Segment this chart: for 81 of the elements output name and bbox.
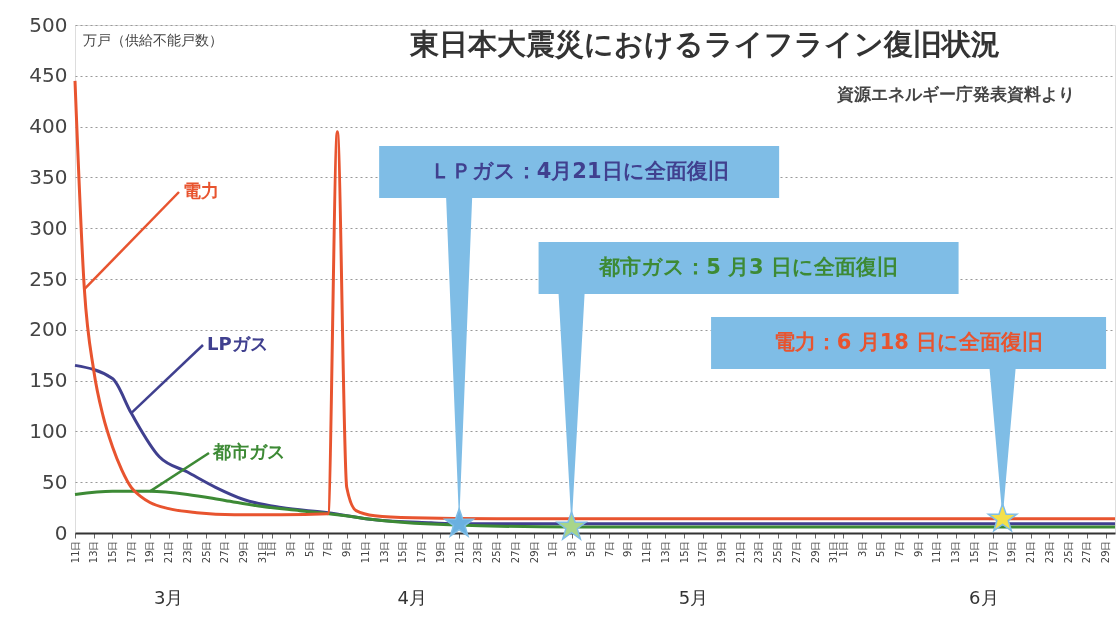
x-tick-label: 1日: [547, 540, 559, 557]
x-tick-label: 11日: [359, 540, 371, 564]
x-tick-label: 23日: [753, 540, 765, 564]
series-label: 都市ガス: [212, 441, 285, 462]
x-tick-label: 21日: [1025, 540, 1037, 564]
x-tick-label: 19日: [715, 540, 727, 564]
x-tick-label: 7日: [322, 540, 334, 557]
x-tick-label: 17日: [125, 540, 137, 564]
x-tick-label: 25日: [772, 540, 784, 564]
annotation: 資源エネルギー庁発表資料より: [836, 84, 1075, 104]
x-tick-label: 15日: [106, 540, 118, 564]
x-tick-label: 3日: [285, 540, 296, 557]
x-tick-label: 9日: [912, 540, 924, 557]
y-tick-label: 350: [29, 164, 68, 189]
text: LPガス: [207, 333, 268, 354]
annotation: 電力：6 月18 日に全面復旧: [773, 330, 1044, 354]
x2-tick-label: 6月: [969, 587, 999, 608]
x-tick-label: 7日: [603, 540, 615, 557]
x-tick-label: 17日: [416, 540, 428, 564]
x-tick-label: 13日: [659, 540, 671, 564]
x-tick-label: 25日: [1062, 540, 1074, 564]
x-tick-label: 23日: [1043, 540, 1055, 564]
x2-tick-label: 4月: [397, 587, 428, 608]
x-tick-label: 13日: [950, 540, 962, 564]
x-tick-label: 11日: [641, 540, 653, 564]
x-tick-label: 13日: [378, 540, 390, 564]
x-tick-label: 17日: [987, 540, 999, 564]
x-tick-label: 1日: [266, 540, 278, 557]
x-tick-label: 3日: [856, 540, 868, 557]
y-tick-label: 100: [29, 418, 68, 443]
text: 電力: [183, 180, 219, 201]
x-tick-label: 5日: [875, 540, 887, 557]
x-tick-label: 25日: [491, 540, 503, 564]
x-tick-label: 1日: [837, 540, 849, 557]
y-tick-label: 300: [29, 215, 68, 240]
x-tick-label: 11日: [931, 540, 943, 564]
x-tick-label: 21日: [734, 540, 746, 564]
annotation: ＬＰガス：4月21日に全面復旧: [429, 159, 729, 183]
x-tick-label: 15日: [678, 540, 690, 564]
chart-title: 東日本大震災におけるライフライン復旧状況: [409, 27, 1000, 61]
x2-tick-label: 3月: [153, 587, 184, 608]
y-tick-label: 250: [29, 266, 68, 291]
x-tick-label: 5日: [584, 540, 596, 557]
x-tick-label: 7日: [894, 540, 905, 557]
x-tick-label: 5日: [303, 540, 315, 557]
x-tick-label: 27日: [219, 540, 231, 564]
x-tick-label: 27日: [509, 540, 521, 564]
x-tick-label: 3日: [566, 540, 578, 557]
x-tick-label: 29日: [809, 540, 821, 564]
x-tick-label: 13日: [88, 540, 100, 564]
annotation: 都市ガス：5 月3 日に全面復旧: [598, 255, 899, 279]
y-tick-label: 400: [29, 114, 68, 139]
y-tick-label: 200: [29, 317, 68, 342]
x-tick-label: 31日: [256, 540, 268, 564]
x-tick-label: 23日: [181, 540, 193, 564]
x-tick-label: 29日: [528, 540, 540, 564]
x-tick-label: 25日: [200, 540, 212, 564]
x-tick-label: 23日: [472, 540, 484, 564]
x-tick-label: 19日: [434, 540, 446, 564]
x-tick-label: 29日: [238, 540, 250, 564]
x-tick-label: 19日: [144, 540, 156, 564]
x-tick-label: 27日: [790, 540, 802, 564]
y-tick-label: 0: [54, 520, 68, 545]
x-tick-label: 9日: [341, 540, 353, 557]
x-tick-label: 15日: [397, 540, 409, 564]
y-tick-label: 150: [29, 368, 68, 393]
x-tick-label: 17日: [697, 540, 709, 564]
x-tick-label: 21日: [453, 540, 465, 564]
x2-tick-label: 5月: [678, 587, 709, 608]
x-tick-label: 11日: [69, 540, 81, 564]
y-axis-title: 万戸（供給不能戸数）: [83, 32, 223, 48]
y-tick-label: 500: [29, 12, 68, 37]
y-tick-label: 450: [29, 63, 68, 88]
x-tick-label: 27日: [1081, 540, 1093, 564]
x-tick-label: 9日: [622, 540, 634, 557]
x-tick-label: 21日: [163, 540, 175, 564]
x-tick-label: 15日: [968, 540, 980, 564]
x-tick-label: 31日: [828, 540, 840, 564]
y-tick-label: 50: [42, 469, 68, 494]
x-tick-label: 29日: [1100, 540, 1112, 564]
x-tick-label: 19日: [1006, 540, 1018, 564]
